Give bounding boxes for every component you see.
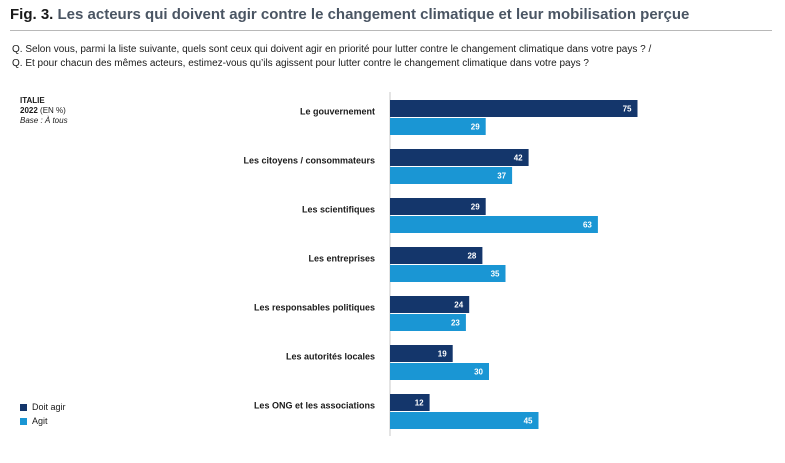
unit-label: (EN %) — [40, 106, 66, 115]
value-label-doit-agir-les-citoyens-consommateurs: 42 — [514, 154, 523, 163]
bar-doit-agir-les-entreprises — [390, 247, 483, 264]
category-label-les-ong-et-les-associations: Les ONG et les associations — [254, 401, 375, 411]
category-label-les-scientifiques: Les scientifiques — [302, 205, 375, 215]
legend-swatch-doit-agir — [20, 403, 27, 411]
bar-doit-agir-le-gouvernement — [390, 100, 638, 117]
question-2: Q. Et pour chacun des mêmes acteurs, est… — [12, 58, 589, 69]
value-label-agit-les-entreprises: 35 — [491, 270, 500, 279]
bar-agit-les-scientifiques — [390, 216, 598, 233]
value-label-doit-agir-les-autorites-locales: 19 — [438, 350, 447, 359]
value-label-agit-les-citoyens-consommateurs: 37 — [497, 172, 506, 181]
figure-title-text: Les acteurs qui doivent agir contre le c… — [57, 6, 690, 23]
bar-doit-agir-les-responsables-politiques — [390, 296, 470, 313]
value-label-doit-agir-les-entreprises: 28 — [467, 252, 476, 261]
title-divider — [10, 30, 772, 31]
value-label-agit-le-gouvernement: 29 — [471, 123, 480, 132]
category-label-les-responsables-politiques: Les responsables politiques — [254, 303, 375, 313]
category-label-les-entreprises: Les entreprises — [308, 254, 375, 264]
country-label: ITALIE — [20, 96, 45, 105]
bar-agit-les-responsables-politiques — [390, 314, 466, 331]
bar-agit-le-gouvernement — [390, 118, 486, 135]
base-label: Base : À tous — [20, 116, 68, 125]
legend-swatch-agit — [20, 417, 27, 425]
bar-doit-agir-les-autorites-locales — [390, 345, 453, 362]
value-label-agit-les-autorites-locales: 30 — [474, 368, 483, 377]
bar-doit-agir-les-scientifiques — [390, 198, 486, 215]
figure-title: Fig. 3. Les acteurs qui doivent agir con… — [10, 6, 689, 23]
value-label-agit-les-scientifiques: 63 — [583, 221, 592, 230]
value-label-agit-les-responsables-politiques: 23 — [451, 319, 460, 328]
bar-doit-agir-les-citoyens-consommateurs — [390, 149, 529, 166]
bar-agit-les-ong-et-les-associations — [390, 412, 539, 429]
bar-doit-agir-les-ong-et-les-associations — [390, 394, 430, 411]
legend-item-doit-agir: Doit agir — [20, 402, 66, 412]
category-label-le-gouvernement: Le gouvernement — [300, 107, 375, 117]
value-label-agit-les-ong-et-les-associations: 45 — [524, 417, 533, 426]
value-label-doit-agir-le-gouvernement: 75 — [623, 105, 632, 114]
value-label-doit-agir-les-scientifiques: 29 — [471, 203, 480, 212]
category-label-les-citoyens-consommateurs: Les citoyens / consommateurs — [243, 156, 375, 166]
category-label-les-autorites-locales: Les autorités locales — [286, 352, 375, 362]
bar-agit-les-citoyens-consommateurs — [390, 167, 513, 184]
bar-agit-les-autorites-locales — [390, 363, 489, 380]
legend-label-agit: Agit — [32, 416, 48, 426]
year-label: 2022 — [20, 106, 38, 115]
question-1: Q. Selon vous, parmi la liste suivante, … — [12, 44, 652, 55]
bar-agit-les-entreprises — [390, 265, 506, 282]
legend-item-agit: Agit — [20, 416, 48, 426]
figure-number: Fig. 3. — [10, 6, 54, 23]
chart-meta: ITALIE 2022 (EN %) Base : À tous — [20, 96, 68, 126]
value-label-doit-agir-les-responsables-politiques: 24 — [454, 301, 463, 310]
value-label-doit-agir-les-ong-et-les-associations: 12 — [415, 399, 424, 408]
year-line: 2022 (EN %) — [20, 106, 68, 116]
legend-label-doit-agir: Doit agir — [32, 402, 66, 412]
